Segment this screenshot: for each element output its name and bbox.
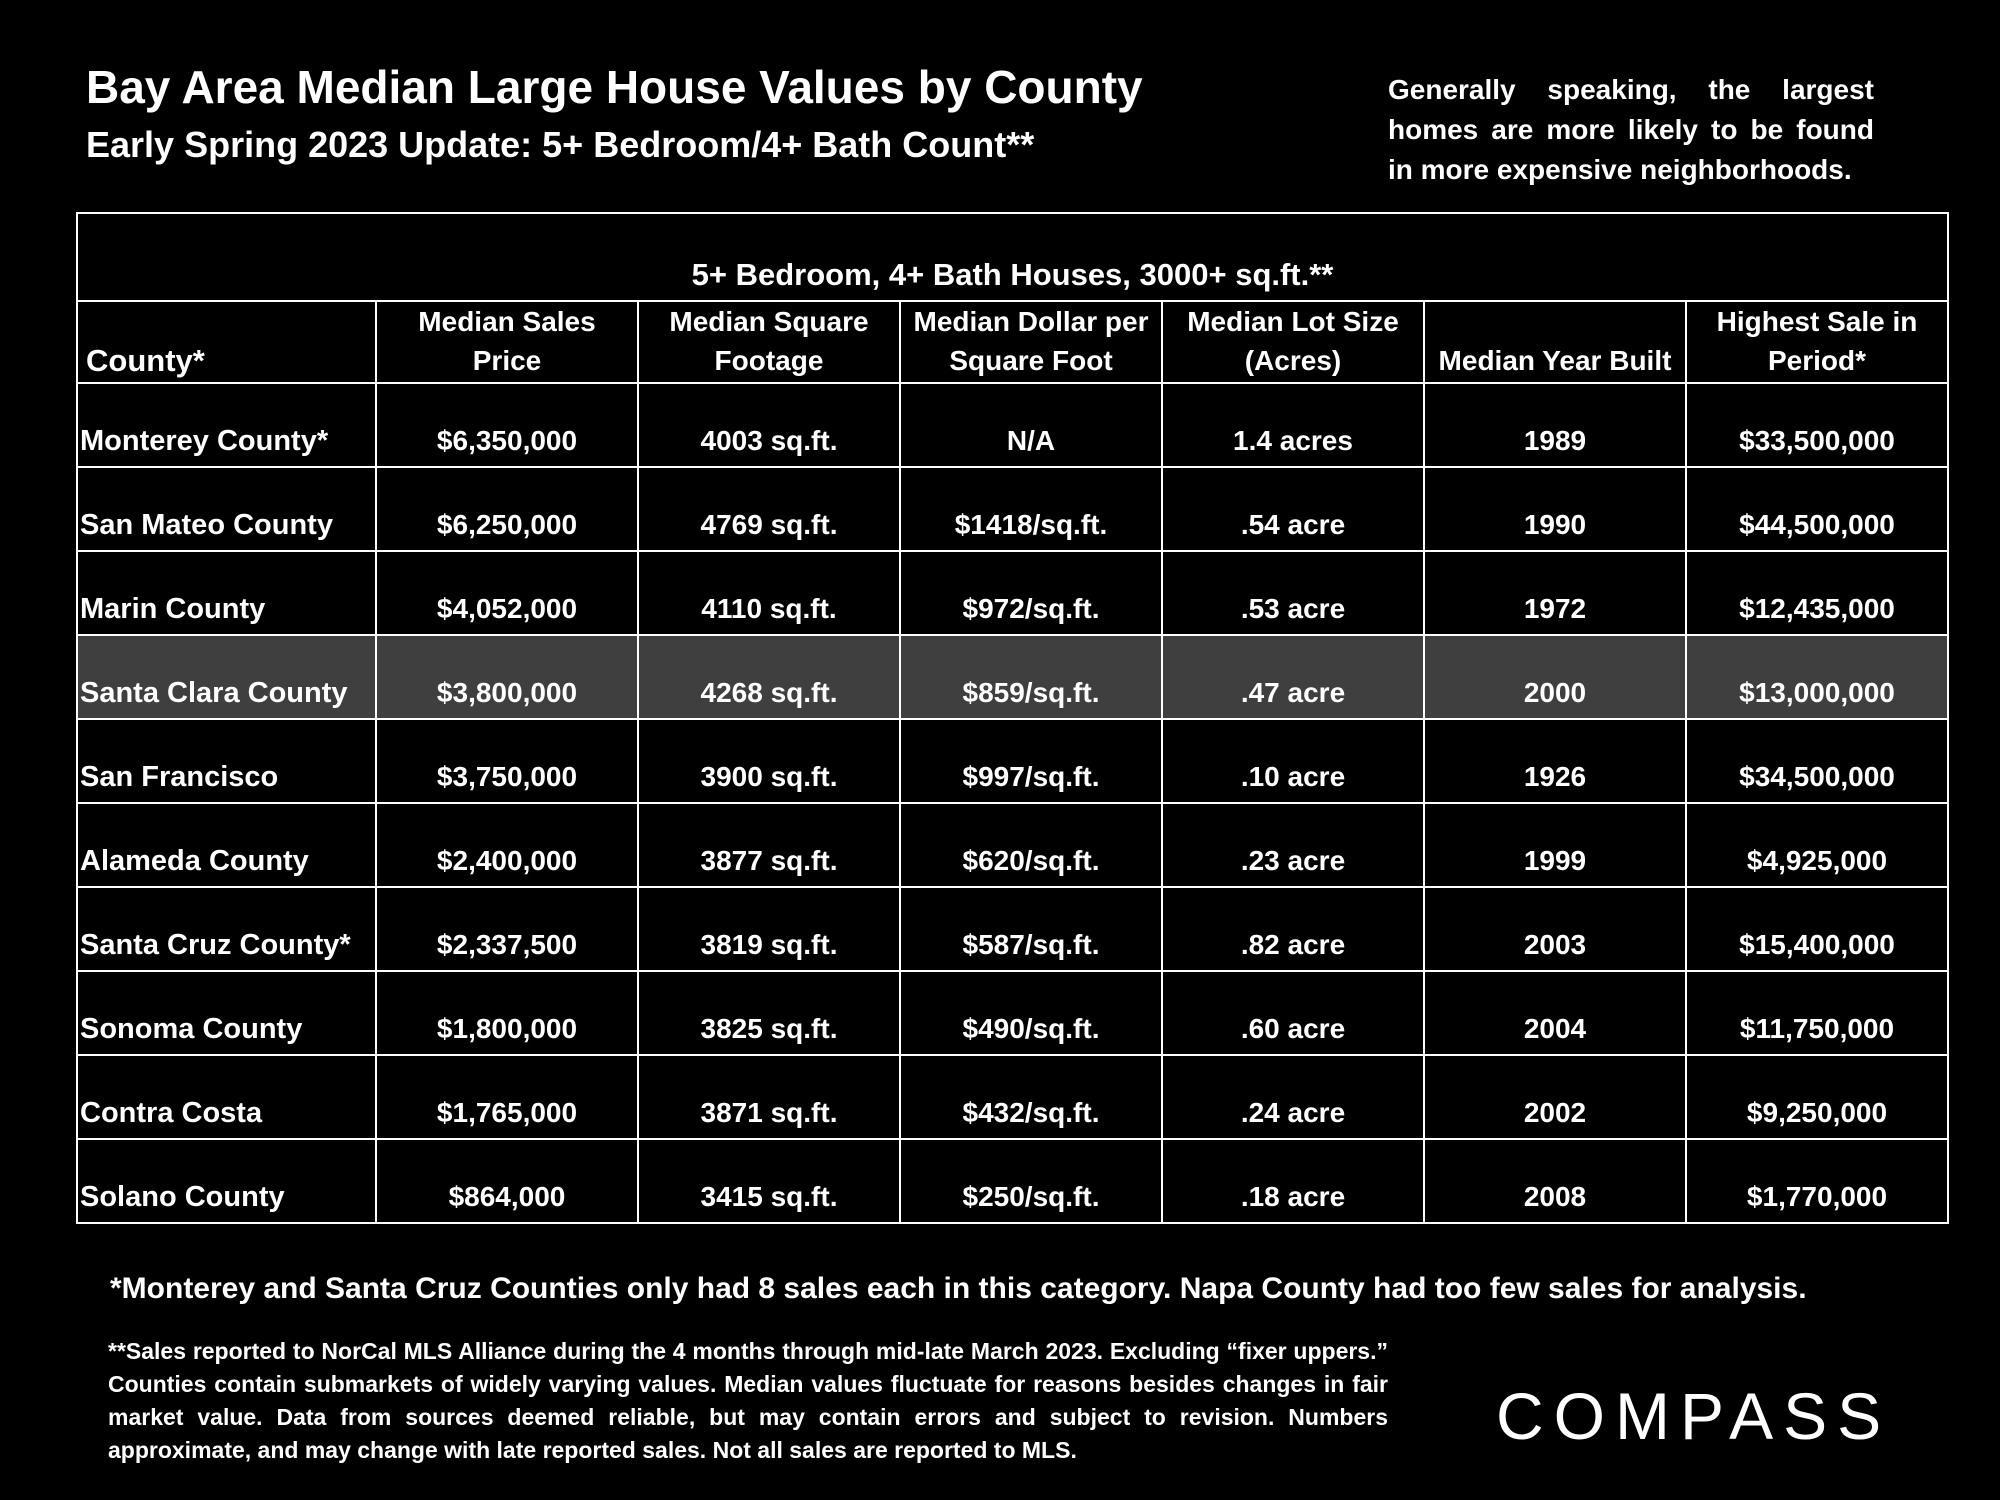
footnote-details: **Sales reported to NorCal MLS Alliance …: [108, 1338, 1388, 1463]
table-cell: $3,750,000: [375, 718, 639, 804]
table-cell: $1,765,000: [375, 1054, 639, 1140]
table-cell: $2,337,500: [375, 886, 639, 972]
table-cell: 1990: [1423, 466, 1687, 552]
table-cell: $859/sq.ft.: [899, 634, 1163, 720]
table-cell: 2003: [1423, 886, 1687, 972]
table-cell: 1972: [1423, 550, 1687, 636]
table-row: Solano County $864,000 3415 sq.ft. $250/sq.…: [76, 1138, 1949, 1224]
footnote: *Monterey and Santa Cruz Counties only h…: [110, 1272, 1807, 1305]
table-row: Marin County $4,052,000 4110 sq.ft. $972/sq…: [76, 550, 1949, 636]
table-cell: 2000: [1423, 634, 1687, 720]
table-cell: $1,770,000: [1685, 1138, 1949, 1224]
table-cell: $6,350,000: [375, 382, 639, 468]
table-cell: .54 acre: [1161, 466, 1425, 552]
county-cell: Alameda County: [76, 802, 377, 888]
table-cell: $3,800,000: [375, 634, 639, 720]
table-cell: $12,435,000: [1685, 550, 1949, 636]
table-cell: $9,250,000: [1685, 1054, 1949, 1140]
table: 5+ Bedroom, 4+ Bath Houses, 3000+ sq.ft.…: [76, 212, 1949, 1224]
table-cell: .23 acre: [1161, 802, 1425, 888]
table-cell: $997/sq.ft.: [899, 718, 1163, 804]
table-cell: $587/sq.ft.: [899, 886, 1163, 972]
table-cell: $2,400,000: [375, 802, 639, 888]
county-cell: Sonoma County: [76, 970, 377, 1056]
table-row: Santa Cruz County* $2,337,500 3819 sq.ft. $…: [76, 886, 1949, 972]
group-header-row: 5+ Bedroom, 4+ Bath Houses, 3000+ sq.ft.…: [76, 212, 1949, 302]
table-cell: $34,500,000: [1685, 718, 1949, 804]
table-cell: 4110 sq.ft.: [637, 550, 901, 636]
table-cell: 3900 sq.ft.: [637, 718, 901, 804]
column-header: Median Dollar per Square Foot: [899, 300, 1163, 384]
column-header-row: County* Median Sales Price Median Square F…: [76, 300, 1949, 384]
table-cell: $972/sq.ft.: [899, 550, 1163, 636]
table-cell: $620/sq.ft.: [899, 802, 1163, 888]
table-cell: $490/sq.ft.: [899, 970, 1163, 1056]
table-cell: 4003 sq.ft.: [637, 382, 901, 468]
table-cell: $33,500,000: [1685, 382, 1949, 468]
table-cell: $4,052,000: [375, 550, 639, 636]
table-cell: .82 acre: [1161, 886, 1425, 972]
table-cell: $4,925,000: [1685, 802, 1949, 888]
table-cell: 1989: [1423, 382, 1687, 468]
table-cell: 4769 sq.ft.: [637, 466, 901, 552]
table-row: Santa Clara County $3,800,000 4268 sq.ft. $…: [76, 634, 1949, 720]
table-cell: 3825 sq.ft.: [637, 970, 901, 1056]
title: Bay Area Median Large House Values by Co…: [86, 61, 1143, 113]
table-cell: 3877 sq.ft.: [637, 802, 901, 888]
county-cell: Santa Clara County: [76, 634, 377, 720]
table-row: Contra Costa $1,765,000 3871 sq.ft. $432/sq…: [76, 1054, 1949, 1140]
county-cell: Santa Cruz County*: [76, 886, 377, 972]
table-cell: N/A: [899, 382, 1163, 468]
group-header: 5+ Bedroom, 4+ Bath Houses, 3000+ sq.ft.…: [76, 212, 1949, 302]
table-cell: .53 acre: [1161, 550, 1425, 636]
table-row: San Francisco $3,750,000 3900 sq.ft. $997/s…: [76, 718, 1949, 804]
table-cell: $250/sq.ft.: [899, 1138, 1163, 1224]
table-cell: 1926: [1423, 718, 1687, 804]
table-cell: .60 acre: [1161, 970, 1425, 1056]
table-cell: $13,000,000: [1685, 634, 1949, 720]
subtitle: Early Spring 2023 Update: 5+ Bedroom/4+ …: [86, 124, 1035, 165]
table-cell: $1418/sq.ft.: [899, 466, 1163, 552]
table-cell: $44,500,000: [1685, 466, 1949, 552]
table-row: San Mateo County $6,250,000 4769 sq.ft. $14…: [76, 466, 1949, 552]
table-cell: .47 acre: [1161, 634, 1425, 720]
table-cell: 3415 sq.ft.: [637, 1138, 901, 1224]
table-row: Monterey County* $6,350,000 4003 sq.ft. N/A…: [76, 382, 1949, 468]
table-cell: 1999: [1423, 802, 1687, 888]
column-header: Median Sales Price: [375, 300, 639, 384]
table-cell: 3871 sq.ft.: [637, 1054, 901, 1140]
table-cell: 2004: [1423, 970, 1687, 1056]
table-cell: $15,400,000: [1685, 886, 1949, 972]
table-cell: $864,000: [375, 1138, 639, 1224]
county-cell: Contra Costa: [76, 1054, 377, 1140]
county-cell: Solano County: [76, 1138, 377, 1224]
table-row: Alameda County $2,400,000 3877 sq.ft. $620/…: [76, 802, 1949, 888]
logo: COMPASS: [1496, 1379, 1892, 1453]
county-cell: San Mateo County: [76, 466, 377, 552]
table-row: Sonoma County $1,800,000 3825 sq.ft. $490/s…: [76, 970, 1949, 1056]
table-cell: .10 acre: [1161, 718, 1425, 804]
table-cell: 2002: [1423, 1054, 1687, 1140]
column-header: County*: [76, 300, 377, 384]
county-cell: Marin County: [76, 550, 377, 636]
column-header: Median Lot Size (Acres): [1161, 300, 1425, 384]
table-cell: $6,250,000: [375, 466, 639, 552]
table-cell: .24 acre: [1161, 1054, 1425, 1140]
county-cell: San Francisco: [76, 718, 377, 804]
table-cell: 4268 sq.ft.: [637, 634, 901, 720]
table-cell: 2008: [1423, 1138, 1687, 1224]
table-cell: .18 acre: [1161, 1138, 1425, 1224]
table-cell: $432/sq.ft.: [899, 1054, 1163, 1140]
table-cell: 1.4 acres: [1161, 382, 1425, 468]
column-header: Median Square Footage: [637, 300, 901, 384]
table-cell: 3819 sq.ft.: [637, 886, 901, 972]
county-cell: Monterey County*: [76, 382, 377, 468]
side-note: Generally speaking, the largest homes ar…: [1388, 74, 1874, 185]
table-cell: $11,750,000: [1685, 970, 1949, 1056]
table-cell: $1,800,000: [375, 970, 639, 1056]
column-header: Highest Sale in Period*: [1685, 300, 1949, 384]
column-header: Median Year Built: [1423, 300, 1687, 384]
